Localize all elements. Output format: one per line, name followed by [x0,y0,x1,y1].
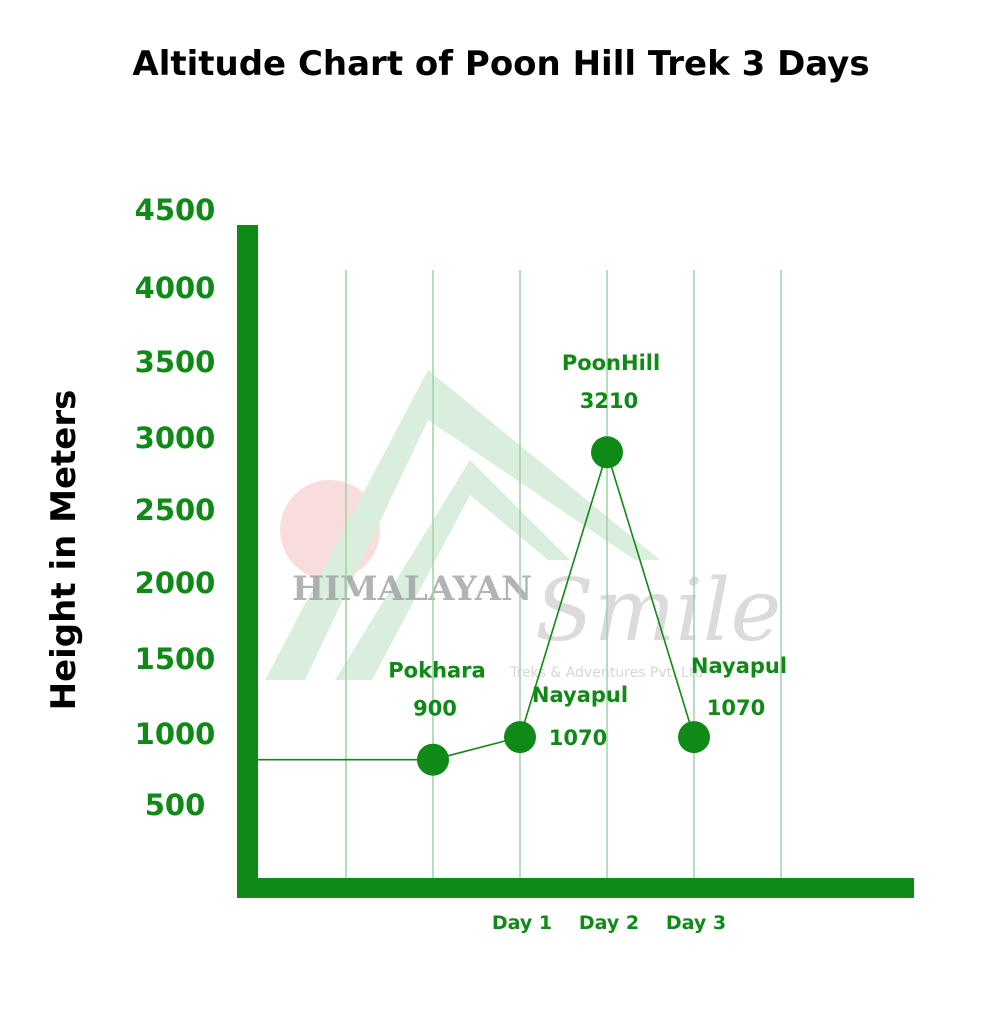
data-point-poonhill [591,436,623,469]
chart-axes [237,225,914,898]
y-tick-label: 2500 [135,493,216,527]
point-name-label: Nayapul [691,654,787,678]
point-name-label: Pokhara [388,659,485,683]
point-value-label: 1070 [549,726,607,750]
x-tick-label: Day 3 [666,912,726,934]
y-tick-label: 3500 [135,345,216,379]
x-axis-line [237,878,914,898]
watermark-mountain-icon [265,370,660,680]
data-point-pokhara [417,743,449,776]
y-tick-label: 4500 [135,193,216,227]
y-tick-label: 4000 [135,271,216,305]
altitude-series [257,436,710,776]
chart-grid [345,270,782,879]
y-tick-label: 1500 [135,642,216,676]
watermark-script-text: Smile [535,561,781,661]
watermark-tagline-text: Treks & Adventures Pvt. Ltd [509,665,703,681]
y-axis-ticks: 500 1000 1500 2000 2500 3000 3500 4000 4500 [135,193,216,822]
series-segment [606,452,695,738]
x-axis-ticks: Day 1 Day 2 Day 3 [492,912,726,934]
point-name-label: Nayapul [532,683,628,707]
point-value-label: 900 [413,697,457,721]
watermark-peak [335,460,570,680]
point-value-label: 1070 [707,696,765,720]
data-point-nayapul [678,721,710,754]
x-tick-label: Day 2 [579,912,639,934]
point-labels: Pokhara 900 Nayapul 1070 PoonHill 3210 Nayapul… [388,351,787,750]
data-point-nayapul [504,721,536,754]
point-name-label: PoonHill [562,351,660,375]
y-tick-label: 500 [145,788,206,822]
watermark-logo: HIMALAYAN Smile Treks & Adventures Pvt. Lt… [265,370,781,681]
watermark-brand-text: HIMALAYAN [292,569,532,609]
x-tick-label: Day 1 [492,912,552,934]
y-tick-label: 3000 [135,421,216,455]
point-value-label: 3210 [580,389,638,413]
y-axis-line [237,225,258,898]
y-axis-label: Height in Meters [44,390,84,711]
series-segment [519,452,608,738]
watermark-sun-icon [280,480,380,580]
watermark-peak [265,370,660,680]
y-tick-label: 2000 [135,566,216,600]
chart-title: Altitude Chart of Poon Hill Trek 3 Days [132,44,869,84]
y-tick-label: 1000 [135,717,216,751]
